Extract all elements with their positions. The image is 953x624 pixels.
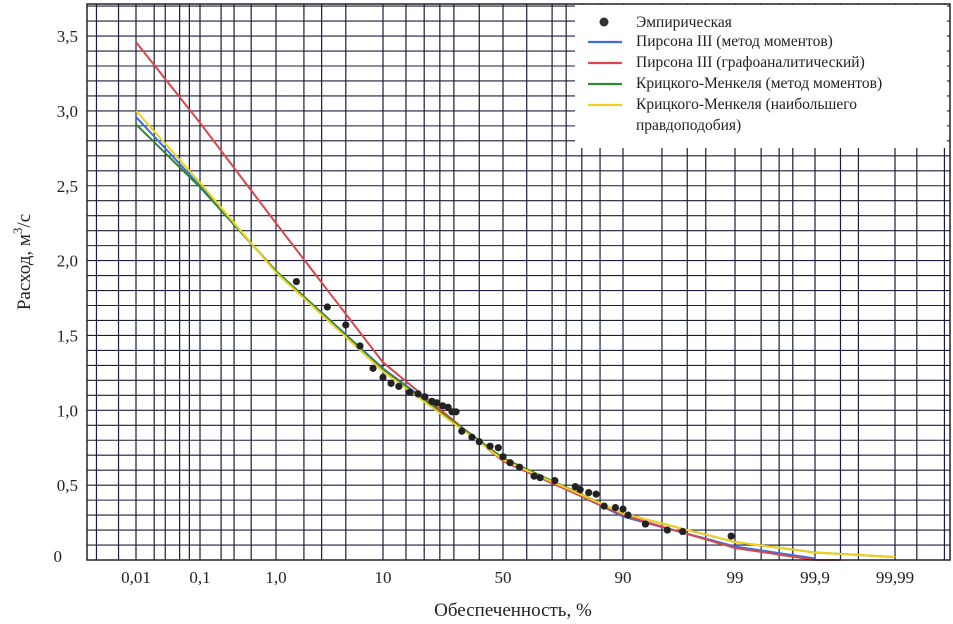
empirical-point [387,379,395,387]
empirical-point [592,490,600,498]
empirical-point [494,444,502,452]
series-line-1 [135,116,816,560]
empirical-points [292,277,735,540]
empirical-point [499,453,507,461]
y-axis-title: Расход, м3/с [10,214,35,310]
legend: Эмпирическая Пирсона III (метод моментов)… [575,5,947,148]
empirical-point [486,442,494,450]
series-line-4 [135,110,896,558]
x-tick-label: 99,99 [876,568,914,587]
x-tick-label: 99,9 [800,568,830,587]
empirical-point [624,511,632,519]
x-tick-label: 90 [615,568,632,587]
empirical-point [611,504,619,512]
empirical-point [641,520,650,528]
empirical-point [342,321,350,329]
empirical-point [600,502,608,510]
x-axis-title: Обеспеченность, % [434,600,592,621]
empirical-point [323,303,331,311]
legend-label: Крицкого-Менкеля (наибольшего [636,96,857,113]
legend-marker-empirical [599,17,609,27]
x-tick-label: 99 [727,568,744,587]
empirical-point [551,477,559,485]
empirical-point [406,388,414,396]
legend-label: правдоподобия) [636,117,741,134]
empirical-point [536,474,544,482]
empirical-point [379,373,387,381]
empirical-point [292,277,300,286]
empirical-point [395,382,403,390]
empirical-point [506,459,514,467]
grid [87,4,950,560]
x-tick-label: 50 [495,568,512,587]
x-tick-label: 0,01 [121,568,151,587]
empirical-point [369,364,377,372]
legend-label: Эмпирическая [636,14,732,31]
empirical-point [468,433,476,441]
y-tick-label: 2,5 [57,177,78,196]
x-tick-labels: 0,01 0,1 1,0 10 50 90 99 99,9 99,99 [121,568,914,587]
empirical-point [433,399,441,407]
empirical-point [619,505,627,513]
plot-frame [86,3,951,561]
x-tick-label: 10 [375,568,392,587]
empirical-point [576,486,584,494]
y-tick-label: 3,5 [57,27,78,46]
empirical-point [421,393,429,401]
y-tick-label: 1,0 [57,401,78,420]
x-tick-label: 0,1 [189,568,210,587]
empirical-point [458,427,466,435]
legend-label: Пирсона III (графоаналитический) [636,54,865,71]
y-tick-label: 0 [54,547,63,566]
series-line-2 [135,41,841,561]
legend-box [575,5,947,148]
empirical-point [515,463,524,471]
legend-label: Пирсона III (метод моментов) [636,33,833,50]
x-tick-label: 1,0 [265,568,286,587]
legend-label: Крицкого-Менкеля (метод моментов) [636,75,882,92]
y-tick-labels: 0 0,5 1,0 1,5 2,0 2,5 3,0 3,5 [54,27,79,566]
empirical-point [356,342,364,350]
y-tick-label: 3,0 [57,102,78,121]
empirical-point [727,532,735,540]
y-tick-label: 0,5 [57,476,78,495]
y-tick-label: 1,5 [57,326,78,345]
empirical-point [679,527,687,536]
empirical-point [663,526,671,534]
empirical-point [414,390,422,398]
empirical-point [452,408,460,416]
empirical-point [475,438,483,446]
empirical-point [530,472,538,480]
empirical-point [585,489,593,497]
y-tick-label: 2,0 [57,252,78,271]
